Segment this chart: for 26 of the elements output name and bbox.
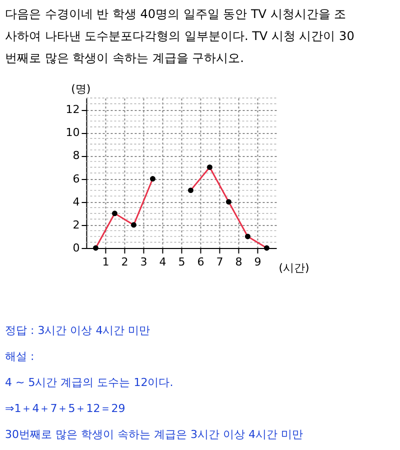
y-tick-label: 2 [72, 218, 80, 232]
x-tick-label: 4 [159, 256, 166, 268]
x-tick-label: 9 [254, 256, 262, 268]
text: 해설 : [5, 350, 34, 363]
x-tick-label: 2 [121, 256, 128, 268]
x-axis-title: (시간) [278, 262, 310, 274]
y-tick-label: 10 [66, 126, 80, 140]
y-tick-label: 12 [66, 103, 80, 116]
text: 4 ~ 5시간 계급의 도수는 12이다. [5, 376, 174, 389]
y-tick-label: 0 [72, 242, 80, 254]
y-tick-label: 6 [72, 172, 80, 186]
text: 번째로 많은 학생이 속하는 계급을 구하시오. [5, 51, 244, 65]
x-tick-label: 5 [178, 256, 186, 268]
x-tick-label: 8 [235, 256, 242, 268]
text: ⇒1＋4＋7＋5＋12＝29 [5, 402, 126, 415]
x-tick-label: 6 [197, 256, 204, 268]
x-tick-label: 1 [102, 256, 110, 268]
y-axis-title: (명) [71, 82, 91, 96]
text: 30번째로 많은 학생이 속하는 계급은 3시간 이상 4시간 미만 [5, 428, 303, 441]
y-tick-label: 8 [72, 149, 80, 162]
text: 다음은 수경이네 반 학생 40명의 일주일 동안 TV 시청시간을 조 [5, 7, 346, 21]
y-tick-label: 4 [72, 195, 80, 208]
x-tick-label: 7 [216, 256, 224, 268]
x-tick-label: 3 [140, 256, 148, 268]
text: 정답 : 3시간 이상 4시간 미만 [5, 324, 150, 337]
text: 사하여 나타낸 도수분포다각형의 일부분이다. TV 시청 시간이 30 [5, 29, 354, 43]
